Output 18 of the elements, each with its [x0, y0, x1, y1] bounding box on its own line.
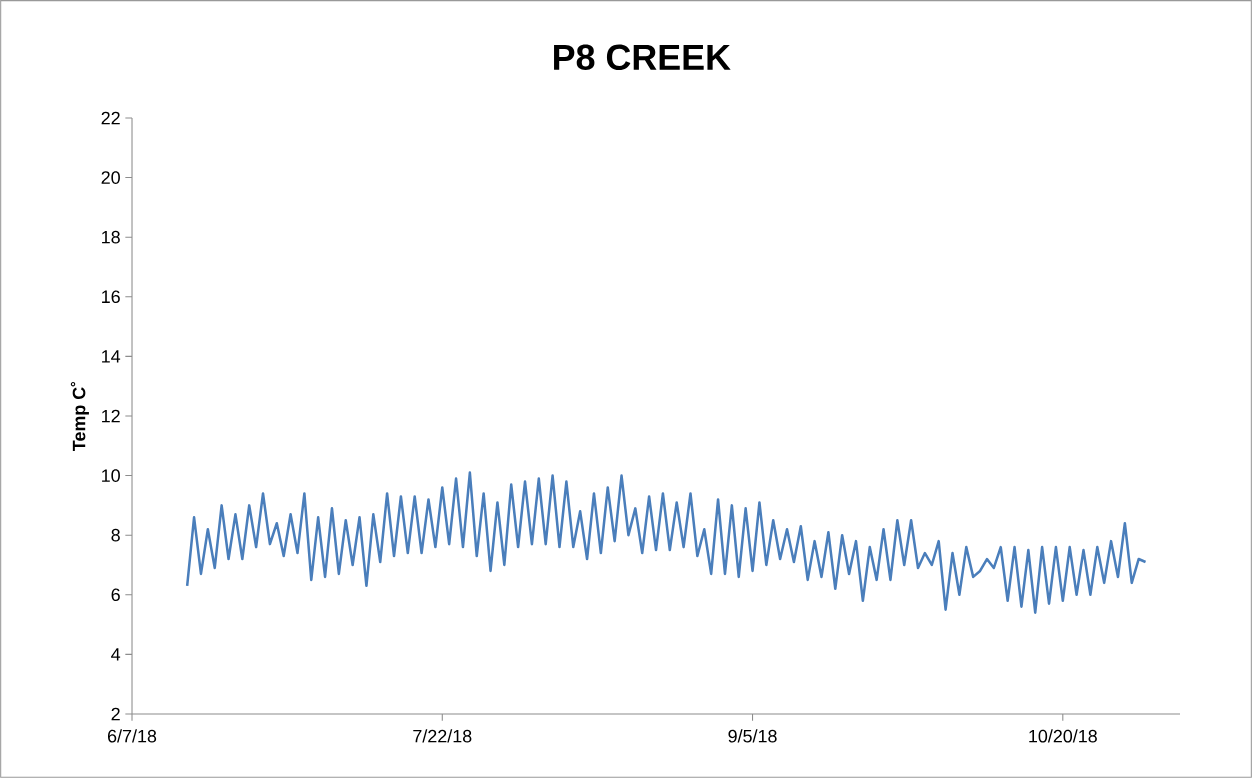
- y-tick-label: 12: [102, 409, 120, 423]
- x-tick-label: 6/7/18: [108, 729, 157, 743]
- x-tick-label: 10/20/18: [1029, 729, 1097, 743]
- y-tick-label: 8: [111, 528, 120, 542]
- y-tick-label: 2: [111, 707, 120, 721]
- x-tick-label: 9/5/18: [728, 729, 777, 743]
- y-axis-title: Temp C˚: [70, 381, 89, 451]
- y-tick-label: 4: [111, 648, 121, 661]
- y-tick-label: 16: [102, 290, 120, 304]
- line-series: [185, 471, 1147, 614]
- y-tick-label: 10: [102, 469, 120, 482]
- y-tick-label: 18: [102, 230, 120, 244]
- y-tick-label: 20: [101, 171, 120, 184]
- y-tick-label: 6: [111, 588, 120, 602]
- y-tick-label: 22: [101, 111, 120, 125]
- x-tick-label: 7/22/18: [413, 729, 472, 743]
- y-tick-label: 14: [102, 350, 121, 363]
- chart-title: P8 CREEK: [554, 44, 731, 71]
